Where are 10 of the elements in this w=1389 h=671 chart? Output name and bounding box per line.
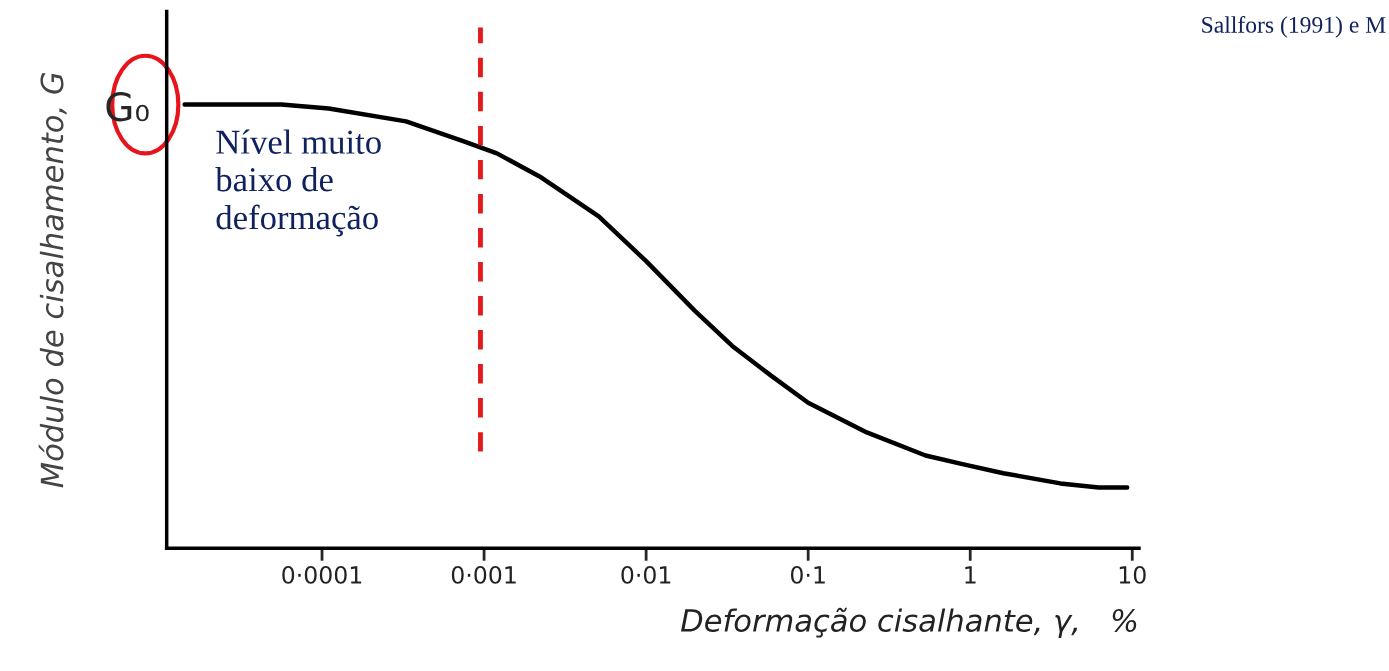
text: Sallfors (1991) e M bbox=[1202, 16, 1386, 38]
x-tick-label: 1 bbox=[965, 566, 976, 584]
x-tick-label: 0·001 bbox=[451, 565, 516, 584]
x-tick-label: 0·1 bbox=[790, 565, 825, 584]
x-axis-title: Deformação cisalhante, γ, % bbox=[681, 607, 1137, 638]
annotation: Nível muito baixo de deformação bbox=[215, 129, 381, 237]
x-tick-label: 0·01 bbox=[621, 565, 671, 584]
y-axis-title: Módulo de cisalhamento, G bbox=[38, 72, 67, 488]
x-tick-label: 10 bbox=[1119, 565, 1146, 584]
x-tick-label: 0·0001 bbox=[282, 565, 362, 584]
